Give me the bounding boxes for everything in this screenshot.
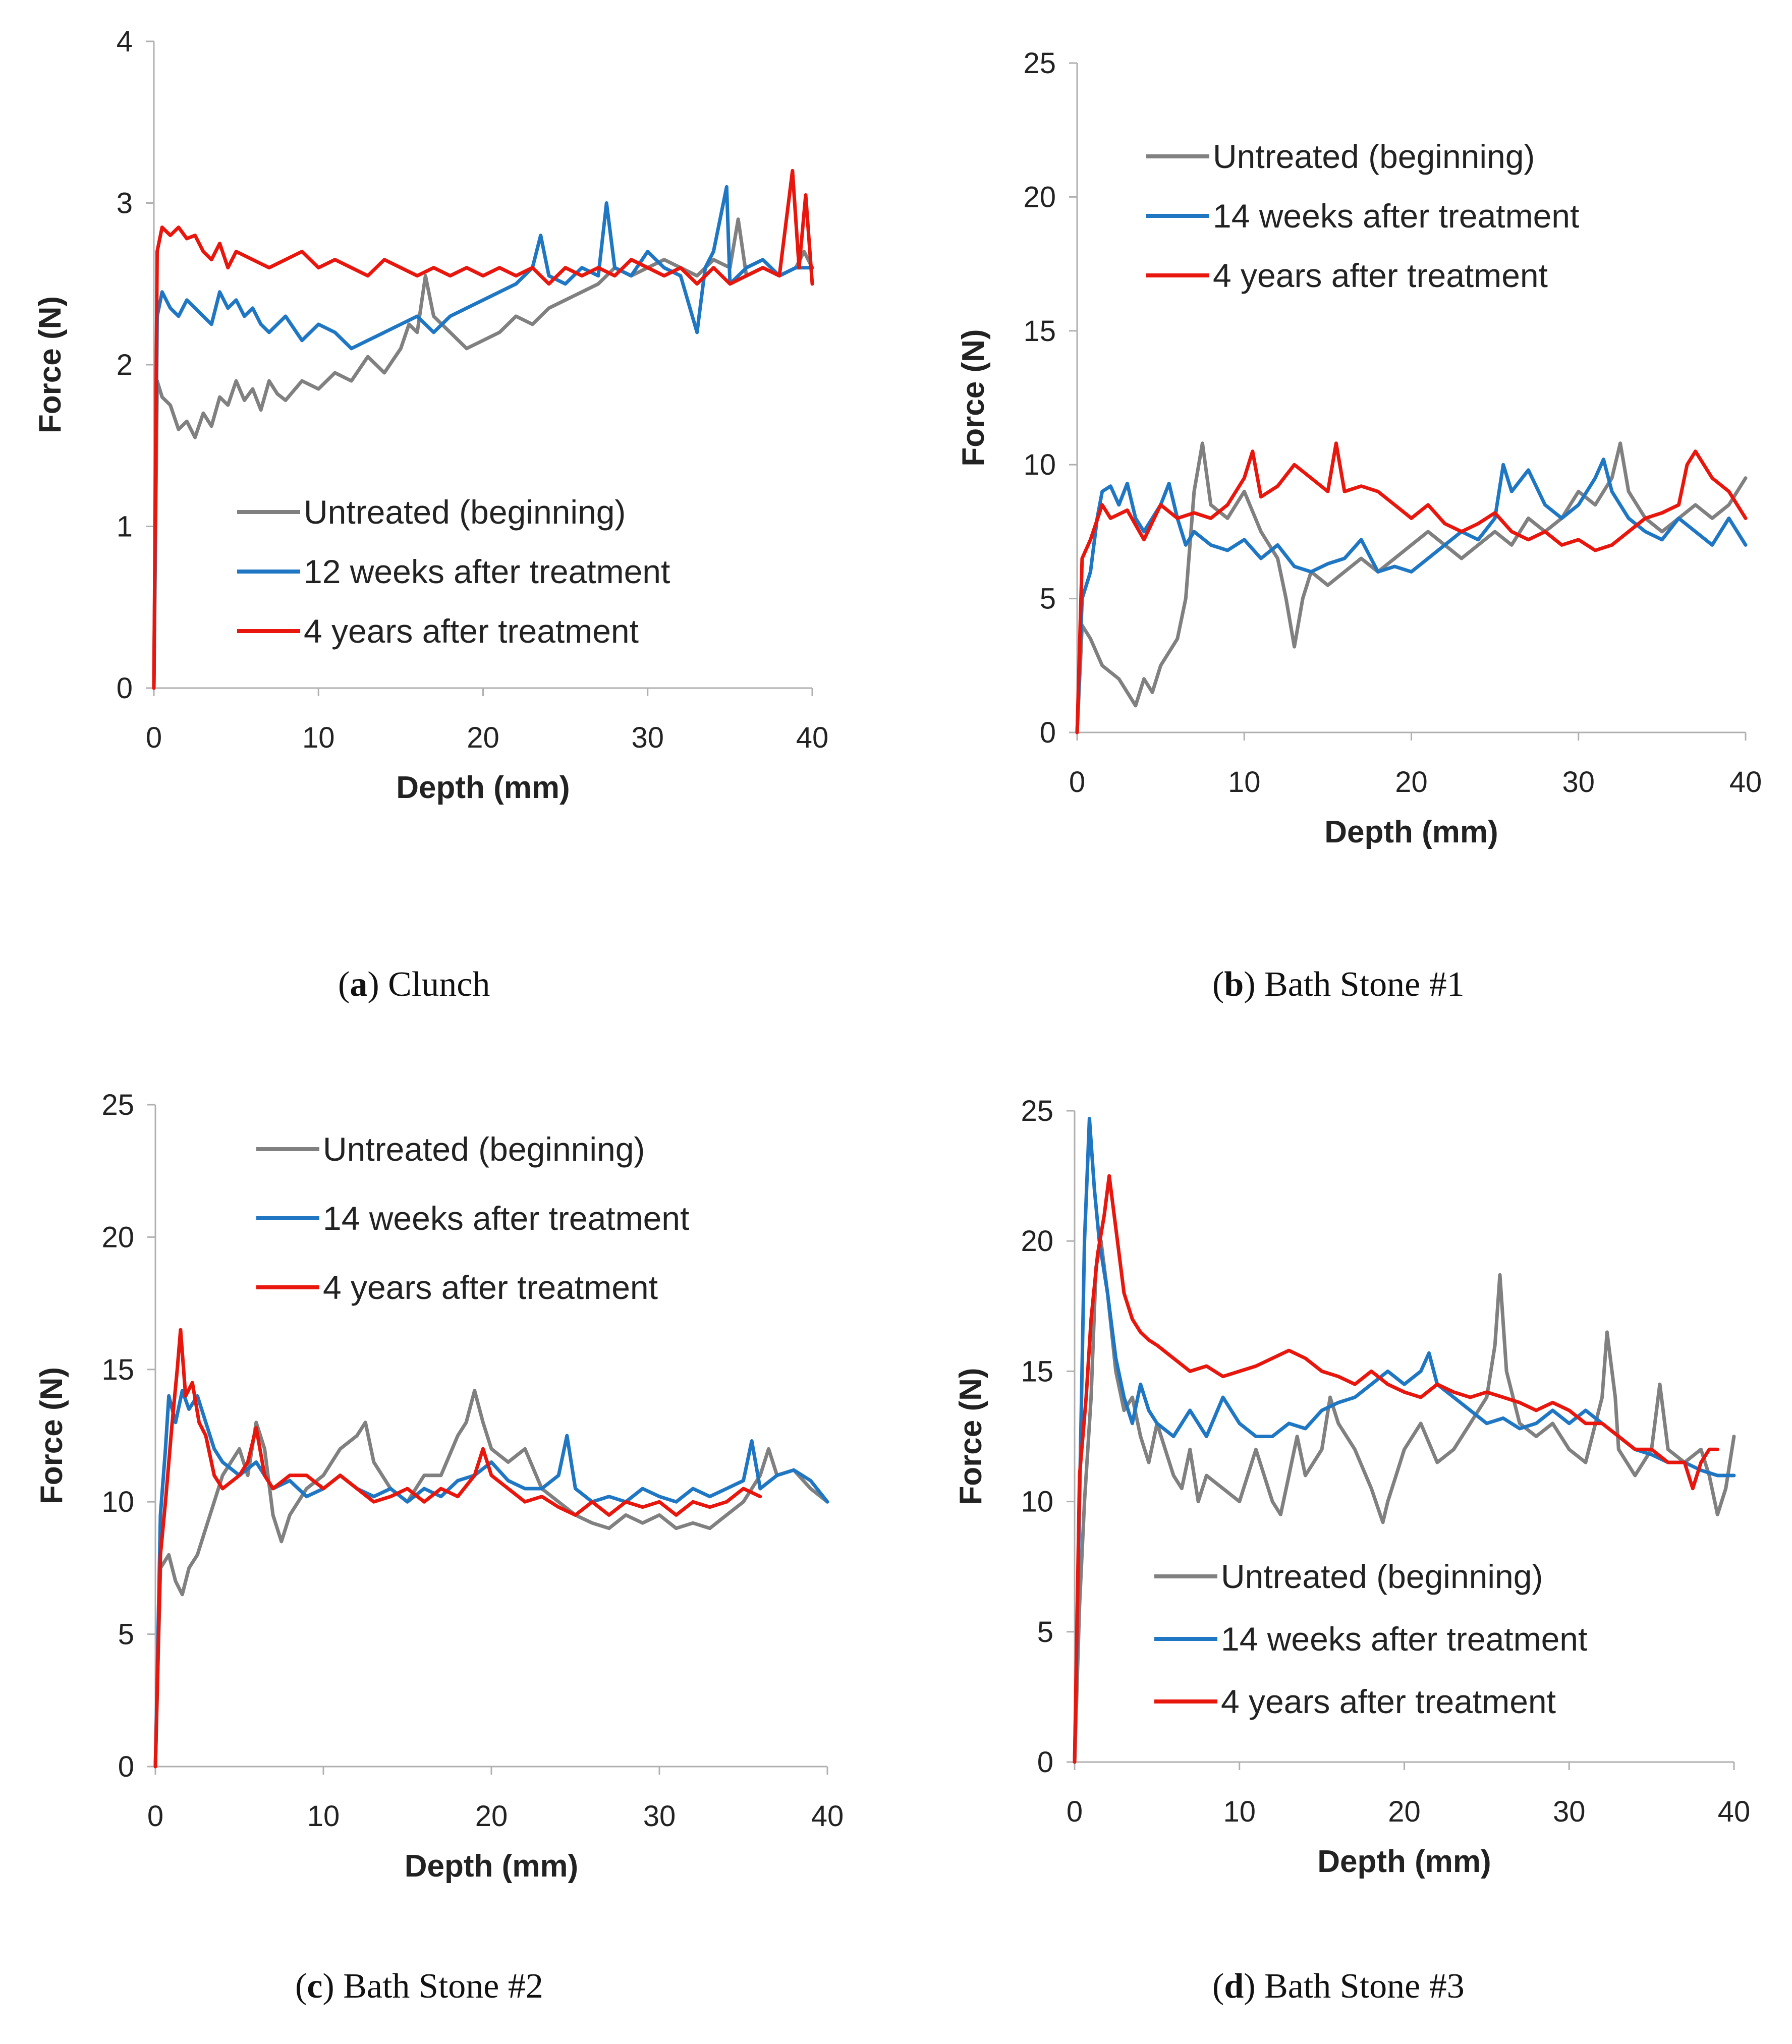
series-line-1 bbox=[153, 1389, 829, 1769]
y-tick-label: 10 bbox=[1021, 1486, 1053, 1518]
x-tick-label: 30 bbox=[1562, 766, 1595, 799]
y-tick-label: 25 bbox=[1023, 47, 1056, 80]
chart-panel-d: 0 5 10 15 20 25 0 10 20 30 40 Depth (mm) Force (N) Un… bbox=[954, 1095, 1750, 1879]
y-tick-label: 4 bbox=[117, 25, 133, 58]
y-tick-label: 0 bbox=[1037, 1746, 1053, 1779]
caption-a: (a) Clunch bbox=[338, 965, 490, 1004]
legend-label: Untreated (beginning) bbox=[304, 493, 626, 531]
y-tick-label: 5 bbox=[118, 1618, 134, 1651]
y-tick-label: 15 bbox=[1023, 315, 1056, 348]
y-axis-label: Force (N) bbox=[33, 296, 68, 433]
y-tick-label: 15 bbox=[101, 1353, 134, 1386]
caption-b: (b) Bath Stone #1 bbox=[1212, 965, 1465, 1004]
series-line-1 bbox=[1075, 441, 1748, 734]
series-line-2 bbox=[153, 1389, 829, 1769]
x-tick-label: 40 bbox=[1718, 1795, 1751, 1828]
y-tick-label: 2 bbox=[117, 349, 133, 381]
x-tick-label: 10 bbox=[307, 1800, 340, 1833]
x-tick-label: 20 bbox=[467, 721, 499, 754]
x-tick-label: 30 bbox=[1553, 1795, 1586, 1828]
legend-label: 14 weeks after treatment bbox=[1221, 1620, 1587, 1658]
x-axis-label: Depth (mm) bbox=[1324, 815, 1498, 849]
legend-label: Untreated (beginning) bbox=[1221, 1558, 1543, 1595]
legend-label: Untreated (beginning) bbox=[1213, 138, 1535, 175]
series-line-2 bbox=[1075, 458, 1748, 734]
legend-label: 4 years after treatment bbox=[323, 1269, 658, 1306]
y-tick-label: 0 bbox=[118, 1750, 134, 1783]
y-tick-label: 1 bbox=[117, 510, 133, 543]
legend-label: 12 weeks after treatment bbox=[304, 553, 670, 590]
y-tick-label: 0 bbox=[1040, 716, 1056, 749]
y-axis-label: Force (N) bbox=[954, 1368, 988, 1505]
y-tick-label: 20 bbox=[1021, 1225, 1053, 1258]
x-tick-label: 30 bbox=[643, 1800, 676, 1833]
x-axis-label: Depth (mm) bbox=[396, 770, 570, 805]
x-tick-label: 0 bbox=[1067, 1795, 1083, 1828]
y-tick-label: 25 bbox=[1021, 1095, 1053, 1127]
x-tick-label: 20 bbox=[1388, 1795, 1421, 1828]
legend-label: 14 weeks after treatment bbox=[1213, 197, 1579, 235]
x-tick-label: 0 bbox=[1069, 766, 1085, 799]
series-line-3 bbox=[1073, 1174, 1719, 1764]
series-line-1 bbox=[1073, 1239, 1736, 1764]
series-line-2 bbox=[152, 185, 814, 690]
legend-label: Untreated (beginning) bbox=[323, 1130, 645, 1168]
x-tick-label: 40 bbox=[811, 1800, 844, 1833]
y-tick-label: 10 bbox=[101, 1486, 134, 1518]
series-line-2 bbox=[1073, 1117, 1736, 1764]
x-tick-label: 0 bbox=[146, 721, 162, 754]
x-tick-label: 0 bbox=[147, 1800, 163, 1833]
y-tick-label: 3 bbox=[117, 187, 133, 220]
x-axis-label: Depth (mm) bbox=[405, 1849, 578, 1884]
x-tick-label: 20 bbox=[475, 1800, 508, 1833]
x-tick-label: 10 bbox=[302, 721, 335, 754]
series-line-3 bbox=[1075, 441, 1748, 734]
y-axis-label: Force (N) bbox=[956, 329, 991, 466]
x-tick-label: 20 bbox=[1395, 766, 1428, 799]
chart-panel-c: 0 5 10 15 20 25 0 10 20 30 40 Depth (mm) Force (N) Un… bbox=[34, 1089, 844, 1884]
y-tick-label: 5 bbox=[1037, 1616, 1053, 1649]
y-tick-label: 20 bbox=[1023, 181, 1056, 213]
legend-label: 4 years after treatment bbox=[1221, 1683, 1556, 1720]
caption-c: (c) Bath Stone #2 bbox=[295, 1967, 543, 2006]
series-line-3 bbox=[153, 1328, 762, 1769]
x-axis-label: Depth (mm) bbox=[1317, 1844, 1491, 1879]
y-tick-label: 0 bbox=[117, 672, 133, 705]
x-tick-label: 40 bbox=[1729, 766, 1762, 799]
y-tick-label: 10 bbox=[1023, 448, 1056, 481]
x-tick-label: 10 bbox=[1223, 1795, 1256, 1828]
series-line-3 bbox=[152, 168, 814, 690]
y-tick-label: 15 bbox=[1021, 1355, 1053, 1388]
y-tick-label: 5 bbox=[1040, 583, 1056, 615]
x-tick-label: 40 bbox=[796, 721, 829, 754]
y-tick-label: 25 bbox=[101, 1089, 134, 1121]
legend-label: 14 weeks after treatment bbox=[323, 1200, 689, 1237]
series-line-1 bbox=[152, 217, 814, 690]
legend-label: 4 years after treatment bbox=[1213, 257, 1548, 294]
caption-d: (d) Bath Stone #3 bbox=[1212, 1967, 1465, 2006]
legend-label: 4 years after treatment bbox=[304, 612, 639, 650]
x-tick-label: 10 bbox=[1228, 766, 1261, 799]
x-tick-label: 30 bbox=[631, 721, 664, 754]
chart-panel-b: 0 5 10 15 20 25 0 10 20 30 40 Depth (mm) Force (N) Un… bbox=[956, 47, 1762, 849]
y-axis-label: Force (N) bbox=[34, 1367, 69, 1504]
y-tick-label: 20 bbox=[101, 1221, 134, 1254]
